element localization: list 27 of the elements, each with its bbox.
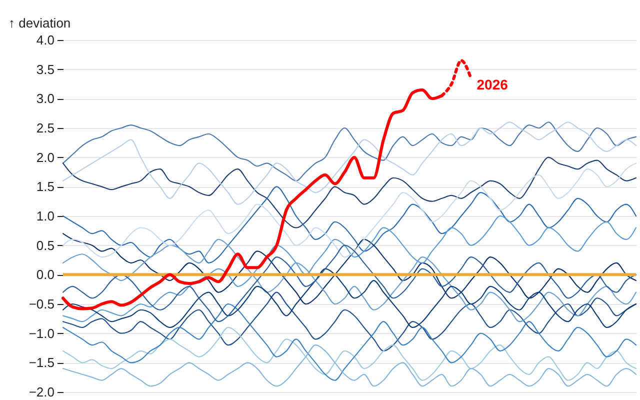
line-series xyxy=(62,344,637,387)
y-tick-label: −1.5 xyxy=(28,355,54,370)
y-tick-label: 3.0 xyxy=(36,91,54,106)
line-series xyxy=(62,122,637,182)
y-tick-label: −0.5 xyxy=(28,296,54,312)
y-tick-label: −2.0 xyxy=(28,384,54,400)
line-series xyxy=(62,233,637,305)
line-series xyxy=(62,326,637,381)
y-tick-label: 2.0 xyxy=(36,150,54,165)
y-tick-label: −1.0 xyxy=(28,326,54,341)
y-tick-label: 3.5 xyxy=(36,62,54,77)
line-series xyxy=(62,122,637,205)
y-tick-label: 2.5 xyxy=(36,120,54,136)
line-series xyxy=(62,186,637,264)
line-series xyxy=(62,303,637,381)
y-tick-label: 0.0 xyxy=(36,267,54,282)
line-series xyxy=(62,292,637,352)
line-series xyxy=(62,156,637,228)
line-series xyxy=(62,162,637,258)
line-series xyxy=(62,268,637,328)
y-tick-label: 0.5 xyxy=(36,238,54,253)
y-tick-label: 1.5 xyxy=(36,179,54,194)
y-tick-label: 1.0 xyxy=(36,208,54,224)
line-series xyxy=(62,215,637,322)
text: 2026 xyxy=(476,76,508,93)
y-tick-label: 4.0 xyxy=(36,32,54,48)
y-axis-title: ↑ deviation xyxy=(8,16,71,30)
